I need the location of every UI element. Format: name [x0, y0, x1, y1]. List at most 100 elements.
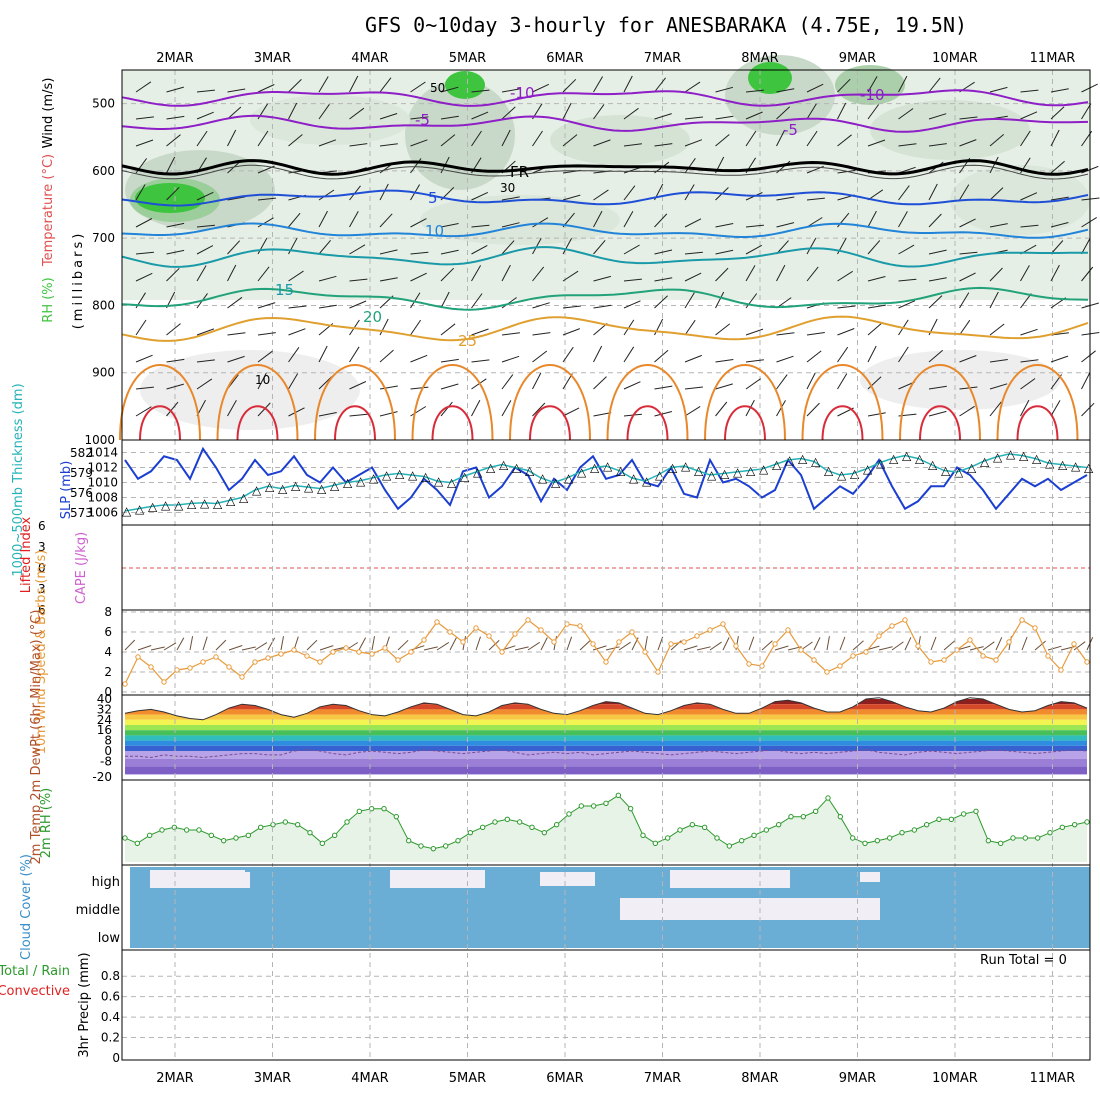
wind-barb: [959, 251, 978, 255]
rh2m-point: [1071, 821, 1078, 828]
wind-barb: [623, 319, 635, 336]
temperature-color-band: [125, 758, 1087, 767]
wind10m-point: [408, 649, 414, 655]
temperature-color-band: [125, 730, 1087, 736]
wind-barb: [867, 276, 886, 282]
wind-barb: [989, 383, 1008, 390]
rh2m-point: [948, 816, 955, 823]
wind-barb: [379, 143, 398, 147]
temperature-contour-label: 5: [428, 189, 438, 207]
wind10m-barb: [995, 637, 1003, 651]
rh2m-point: [936, 816, 942, 823]
rh2m-point: [467, 829, 474, 836]
wind-barb: [196, 111, 214, 120]
pressure-tick-label: 1000: [84, 433, 115, 447]
wind-barb: [227, 296, 243, 309]
thickness-point: △: [915, 452, 925, 466]
wind10m-barb: [319, 645, 334, 651]
wind-barb: [532, 238, 542, 255]
rh2m-point: [220, 837, 227, 844]
wind-barb: [471, 111, 489, 120]
upper-air-ylabel: (millibars): [71, 231, 86, 330]
temperature-tick-label: -8: [100, 754, 112, 768]
wind10m-point: [1071, 641, 1077, 647]
wind-barb: [1081, 103, 1092, 120]
wind-barb: [776, 374, 788, 390]
wind-barb: [135, 116, 154, 120]
date-label-top: 10MAR: [932, 51, 978, 66]
wind-barb: [837, 134, 852, 147]
surface-heating-contour-hot: [821, 405, 864, 441]
thickness-tick-label: 576: [70, 486, 93, 500]
wind10m-point: [447, 629, 453, 635]
temperature-color-band: [125, 766, 1087, 775]
rh2m-point: [516, 819, 523, 825]
wind-barb: [776, 264, 786, 282]
wind-barb: [928, 143, 947, 147]
date-label-top: 11MAR: [1030, 51, 1076, 66]
wind-barb: [623, 107, 639, 120]
thickness-point: △: [746, 464, 756, 478]
rh-contour-label: 50: [430, 81, 445, 95]
wind10m-barb: [683, 645, 698, 651]
thickness-point: △: [993, 450, 1003, 464]
wind-barb: [684, 405, 701, 417]
wind10m-point: [811, 657, 817, 663]
wind-barb: [623, 346, 635, 363]
wind10m-point: [850, 653, 856, 659]
wind10m-point: [733, 643, 739, 649]
wind-barb: [166, 156, 176, 174]
thickness-point: △: [902, 449, 912, 463]
thickness-point: △: [291, 479, 301, 493]
thickness-point: △: [590, 461, 600, 475]
wind-barb: [593, 304, 612, 309]
wind-barb: [867, 210, 877, 228]
wind-barb: [349, 211, 359, 228]
wind-barb: [257, 84, 275, 93]
wind-barb: [989, 291, 999, 309]
wind10m-point: [824, 669, 830, 675]
wind-barb: [715, 86, 734, 93]
surface-heating-contour: [411, 364, 494, 441]
date-label-bottom: 9MAR: [839, 1071, 876, 1086]
thickness-point: △: [421, 470, 431, 484]
rh2m-point: [344, 819, 350, 825]
wind10m-ylabel: 10m Wind Speed & Barbs (m/s): [34, 550, 49, 755]
thickness-point: △: [889, 452, 899, 466]
wind10m-point: [603, 659, 609, 665]
wind-barb: [898, 300, 916, 309]
wind-barb: [654, 411, 673, 417]
rh2m-point: [899, 829, 905, 836]
wind-barb: [532, 302, 550, 309]
rh2m-point: [911, 827, 918, 833]
wind-barb: [684, 116, 703, 120]
wind-barb: [745, 224, 764, 228]
wind-barb: [776, 129, 786, 147]
wind-barb: [715, 115, 734, 120]
wind-barb: [745, 89, 764, 93]
cloud-row-label: high: [92, 875, 120, 890]
rh2m-point: [405, 837, 412, 844]
date-label-bottom: 11MAR: [1030, 1071, 1076, 1086]
wind10m-point: [551, 639, 557, 645]
wind10m-point: [499, 649, 505, 655]
wind-barb: [623, 244, 640, 255]
wind10m-point: [915, 643, 921, 649]
thickness-point: △: [1058, 458, 1068, 472]
rh-contour-label: 30: [500, 181, 515, 195]
thickness-point: △: [720, 467, 730, 481]
rh2m-point: [652, 840, 659, 847]
thickness-point: △: [187, 497, 197, 511]
thickness-point: △: [382, 468, 392, 482]
wind10m-point: [252, 659, 258, 665]
wind-barb: [593, 104, 605, 120]
wind-barb: [532, 332, 551, 336]
wind10m-barb: [1021, 636, 1028, 651]
slp-tick-label: 1006: [87, 506, 118, 520]
wind-barb: [257, 238, 268, 255]
wind-barb: [898, 278, 917, 282]
wind10m-barb: [943, 640, 955, 651]
wind10m-tick-label: 0: [104, 685, 112, 699]
thickness-point: △: [616, 464, 626, 478]
wind-barb: [867, 104, 880, 120]
